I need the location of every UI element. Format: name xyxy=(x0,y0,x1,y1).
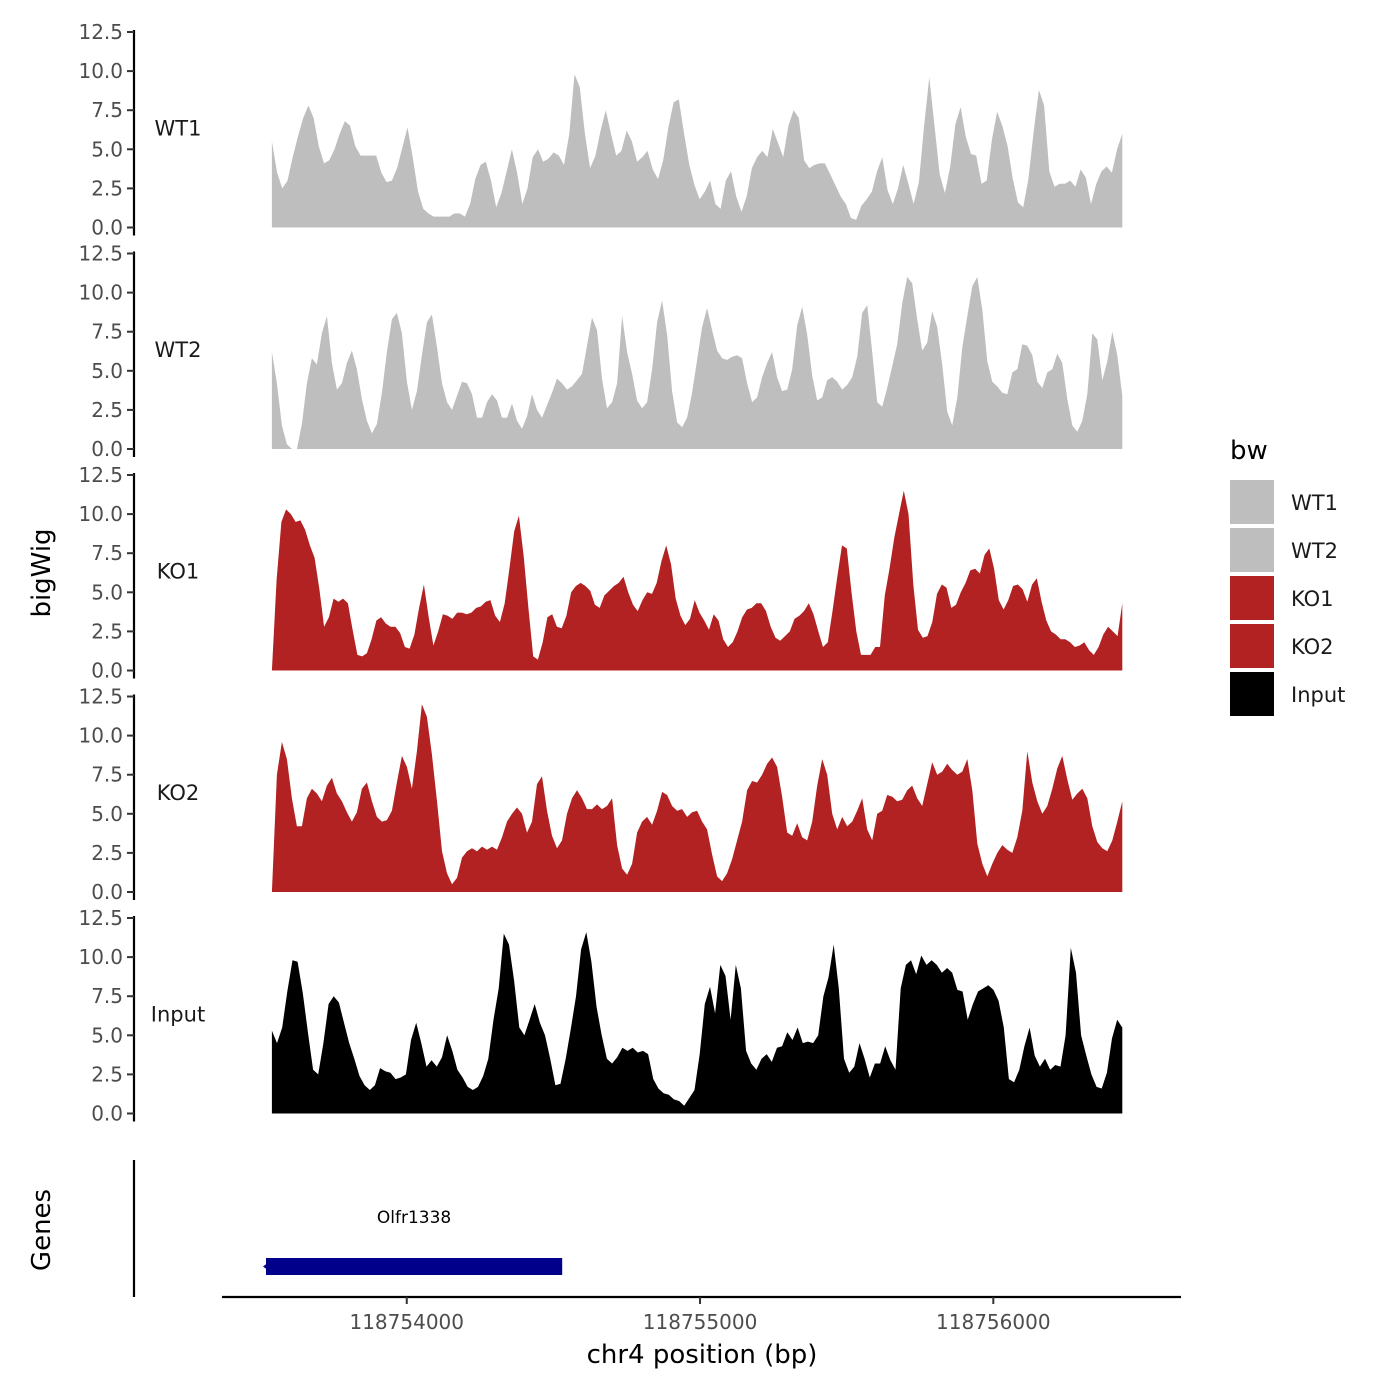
track-label: KO2 xyxy=(157,781,200,805)
x-tick-label: 118754000 xyxy=(349,1310,464,1334)
y-tick-label: 5.0 xyxy=(91,1023,123,1047)
legend-key-input xyxy=(1230,672,1274,716)
y-tick-label: 0.0 xyxy=(91,437,123,461)
track-input: 0.0 2.5 5.0 7.5 10.0 12.5 Input xyxy=(78,906,1123,1126)
legend-title: bw xyxy=(1230,436,1268,466)
track-label: WT1 xyxy=(155,117,202,141)
legend-key-wt1 xyxy=(1230,480,1274,524)
legend: bw WT1 WT2 KO1 KO2 Input xyxy=(1230,436,1345,716)
y-tick-label: 0.0 xyxy=(91,659,123,683)
y-tick-label: 10.0 xyxy=(78,59,123,83)
legend-key-ko2 xyxy=(1230,624,1274,668)
coverage-area-ko1 xyxy=(271,490,1123,671)
y-tick-label: 5.0 xyxy=(91,802,123,826)
y-tick-label: 7.5 xyxy=(91,541,123,565)
legend-label: Input xyxy=(1291,683,1345,707)
coverage-area-wt1 xyxy=(271,74,1123,228)
coverage-area-wt2 xyxy=(271,277,1123,449)
legend-label: KO1 xyxy=(1291,587,1334,611)
genes-track: Olfr1338 xyxy=(132,1160,563,1297)
y-axis-title: bigWig xyxy=(27,528,57,617)
track-label: KO1 xyxy=(157,560,200,584)
legend-label: WT1 xyxy=(1291,491,1338,515)
y-tick-label: 2.5 xyxy=(91,176,123,200)
coverage-area-ko2 xyxy=(271,704,1123,892)
y-tick-label: 12.5 xyxy=(78,685,123,709)
legend-label: KO2 xyxy=(1291,635,1334,659)
track-wt1: 0.0 2.5 5.0 7.5 10.0 12.5 WT1 xyxy=(78,20,1123,240)
y-tick-label: 5.0 xyxy=(91,137,123,161)
track-label: Input xyxy=(151,1003,205,1027)
track-wt2: 0.0 2.5 5.0 7.5 10.0 12.5 WT2 xyxy=(78,242,1123,461)
legend-key-ko1 xyxy=(1230,576,1274,620)
y-tick-label: 7.5 xyxy=(91,763,123,787)
track-ko1: 0.0 2.5 5.0 7.5 10.0 12.5 KO1 xyxy=(78,463,1123,683)
track-ko2: 0.0 2.5 5.0 7.5 10.0 12.5 KO2 xyxy=(78,685,1123,904)
y-tick-label: 2.5 xyxy=(91,398,123,422)
y-tick-label: 2.5 xyxy=(91,619,123,643)
track-label: WT2 xyxy=(155,338,202,362)
y-tick-label: 2.5 xyxy=(91,841,123,865)
y-tick-label: 5.0 xyxy=(91,359,123,383)
x-tick-label: 118756000 xyxy=(936,1310,1051,1334)
y-tick-label: 2.5 xyxy=(91,1062,123,1086)
y-tick-label: 7.5 xyxy=(91,98,123,122)
y-tick-label: 12.5 xyxy=(78,242,123,266)
y-tick-label: 0.0 xyxy=(91,216,123,240)
y-tick-label: 12.5 xyxy=(78,906,123,930)
gene-body xyxy=(265,1258,563,1275)
y-tick-label: 0.0 xyxy=(91,1102,123,1126)
legend-key-wt2 xyxy=(1230,528,1274,572)
y-tick-label: 7.5 xyxy=(91,984,123,1008)
tracks-layer: 0.0 2.5 5.0 7.5 10.0 12.5 WT1 0.0 2.5 5.0 7.5 10.0 1… xyxy=(78,20,1123,1126)
y-tick-label: 12.5 xyxy=(78,20,123,44)
coverage-area-input xyxy=(271,932,1123,1114)
x-axis-title: chr4 position (bp) xyxy=(587,1340,818,1370)
y-tick-label: 10.0 xyxy=(78,945,123,969)
y-tick-label: 7.5 xyxy=(91,320,123,344)
y-tick-label: 5.0 xyxy=(91,580,123,604)
strand-arrow-icon xyxy=(262,1262,269,1271)
y-tick-label: 10.0 xyxy=(78,281,123,305)
y-tick-label: 10.0 xyxy=(78,724,123,748)
legend-label: WT2 xyxy=(1291,539,1338,563)
genes-axis-title: Genes xyxy=(27,1189,57,1271)
gene-label: Olfr1338 xyxy=(377,1208,451,1228)
y-tick-label: 0.0 xyxy=(91,880,123,904)
y-tick-label: 10.0 xyxy=(78,502,123,526)
y-tick-label: 12.5 xyxy=(78,463,123,487)
x-axis: 118754000 118755000 118756000 xyxy=(222,1295,1181,1334)
x-tick-label: 118755000 xyxy=(643,1310,758,1334)
